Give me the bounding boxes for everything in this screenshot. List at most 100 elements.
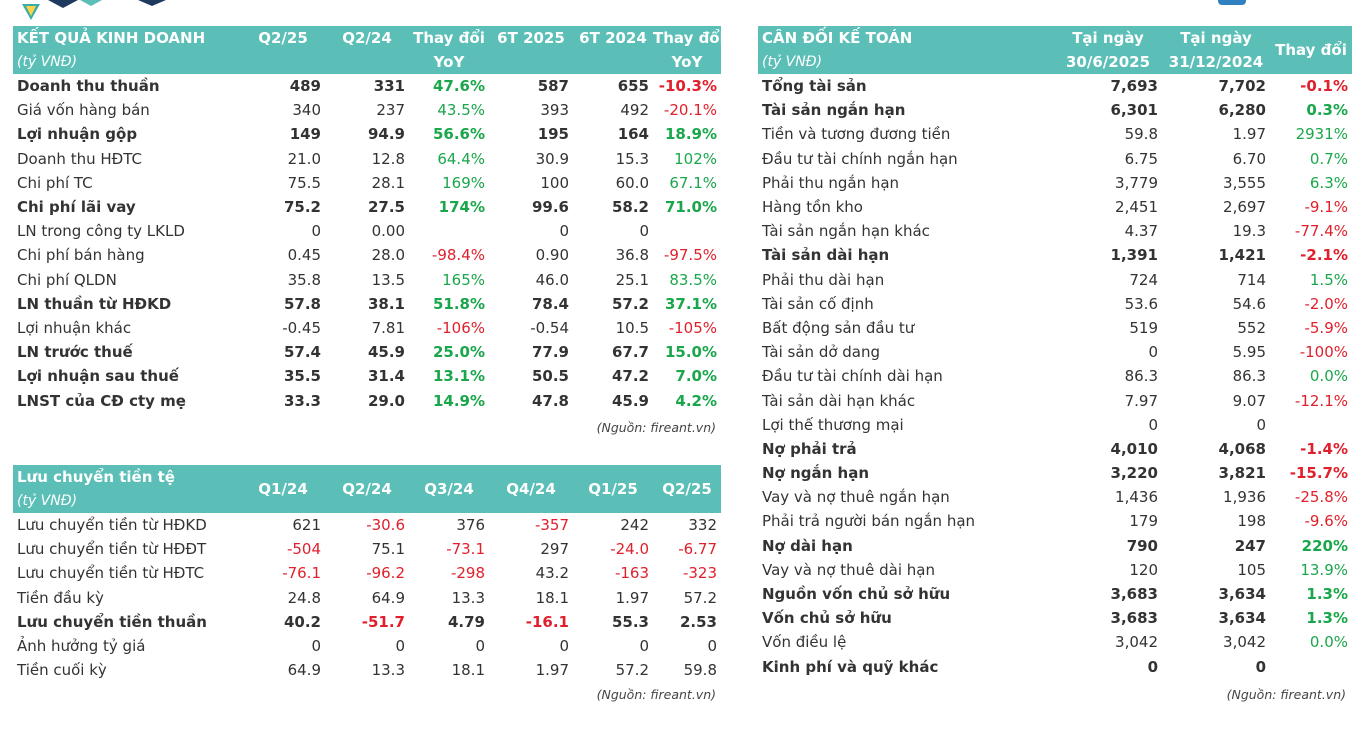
cashflow-cell: 64.9 (371, 588, 405, 607)
income-cell: 149 (289, 125, 321, 144)
income-row: LN thuần từ HĐKD 57.8 38.1 51.8% 78.4 57.2 37.… (13, 292, 721, 316)
income-cell: 30.9 (535, 149, 569, 168)
balance-cell: -9.1% (1304, 198, 1348, 217)
cashflow-cell: 621 (292, 516, 321, 535)
income-row: Chi phí TC 75.5 28.1 169% 100 60.0 67.1% (13, 171, 721, 195)
cashflow-cell: 2.53 (679, 612, 717, 631)
cashflow-cell: -24.0 (610, 540, 649, 559)
cashflow-body: Lưu chuyển tiền từ HĐKD 621 -30.6 376 -357 24… (13, 513, 721, 682)
cashflow-col-4: Q4/24 (489, 465, 573, 513)
income-row: Chi phí lãi vay 75.2 27.5 174% 99.6 58.2 71.0% (13, 195, 721, 219)
balance-row-label: Đầu tư tài chính ngắn hạn (762, 149, 958, 168)
income-cell: 12.8 (371, 149, 405, 168)
cashflow-cell: -73.1 (446, 540, 485, 559)
cashflow-cell: -163 (614, 564, 649, 583)
balance-row-label: Đầu tư tài chính dài hạn (762, 367, 943, 386)
cashflow-cell: 332 (688, 516, 717, 535)
cashflow-cell: 59.8 (683, 661, 717, 680)
income-cell: 57.2 (611, 294, 649, 313)
balance-cell: 0 (1256, 415, 1266, 434)
cashflow-cell: -96.2 (366, 564, 405, 583)
cashflow-col-5: Q1/25 (573, 465, 653, 513)
cashflow-cell: 18.1 (535, 588, 569, 607)
income-cell: 99.6 (531, 198, 569, 217)
balance-row: Tài sản ngắn hạn khác 4.37 19.3 -77.4% (758, 219, 1352, 243)
balance-unit: (tỷ VNĐ) (758, 50, 1054, 74)
balance-row-label: Kinh phí và quỹ khác (762, 657, 939, 676)
income-cell: 331 (373, 77, 405, 96)
cashflow-cell: 13.3 (371, 661, 405, 680)
balance-cell: 6.70 (1232, 149, 1266, 168)
income-cell: 164 (617, 125, 649, 144)
income-cell: 15.0% (664, 343, 717, 362)
balance-row: Nợ ngắn hạn 3,220 3,821 -15.7% (758, 461, 1352, 485)
income-cell: 56.6% (432, 125, 485, 144)
balance-cell: 3,683 (1110, 609, 1158, 628)
income-statement-table: KẾT QUẢ KINH DOANH Q2/25 Q2/24 Thay đổi … (13, 26, 721, 413)
balance-row-label: Nợ ngắn hạn (762, 464, 869, 483)
income-cell: 237 (376, 101, 405, 120)
balance-cell: 0 (1148, 343, 1158, 362)
balance-row-label: Tài sản ngắn hạn khác (762, 222, 930, 241)
income-cell: 75.2 (283, 198, 321, 217)
balance-row-label: Tài sản dài hạn (762, 246, 890, 265)
income-row-label: Doanh thu HĐTC (17, 149, 143, 168)
income-cell: 655 (617, 77, 649, 96)
cashflow-cell: 75.1 (371, 540, 405, 559)
income-cell: 77.9 (531, 343, 569, 362)
balance-cell: 198 (1237, 512, 1266, 531)
balance-cell: 1,936 (1223, 488, 1266, 507)
balance-cell: 1.97 (1232, 125, 1266, 144)
balance-row: Phải trả người bán ngắn hạn 179 198 -9.6% (758, 509, 1352, 533)
balance-source: (Nguồn: fireant.vn) (1226, 687, 1346, 702)
income-cell: 0 (639, 222, 649, 241)
balance-cell: 4,068 (1218, 439, 1266, 458)
balance-row-label: Phải thu dài hạn (762, 270, 885, 289)
income-cell: 340 (292, 101, 321, 120)
balance-row: Tài sản ngắn hạn 6,301 6,280 0.3% (758, 98, 1352, 122)
balance-title: CÂN ĐỐI KẾ TOÁN (758, 26, 1054, 50)
balance-col-2: Tại ngày (1162, 26, 1270, 50)
income-cell: 35.5 (283, 367, 321, 386)
income-row-label: LN trước thuế (17, 343, 133, 362)
income-cell: 60.0 (615, 173, 649, 192)
income-cell: 29.0 (367, 391, 405, 410)
balance-row-label: Tài sản dở dang (762, 343, 881, 362)
balance-row: Vay và nợ thuê dài hạn 120 105 13.9% (758, 558, 1352, 582)
income-cell: -10.3% (658, 77, 717, 96)
income-cell: 37.1% (664, 294, 717, 313)
income-cell: 47.2 (611, 367, 649, 386)
income-cell: 7.81 (371, 318, 405, 337)
cashflow-cell: 0 (707, 637, 717, 656)
balance-cell: 4,010 (1110, 439, 1158, 458)
income-row: Doanh thu thuần 489 331 47.6% 587 655 -10.3% (13, 74, 721, 98)
income-cell: 10.5 (615, 318, 649, 337)
balance-cell: 6,301 (1110, 101, 1158, 120)
balance-cell: 0.3% (1306, 101, 1348, 120)
income-cell: 46.0 (535, 270, 569, 289)
balance-row-label: Vay và nợ thuê ngắn hạn (762, 488, 950, 507)
balance-col-3: Thay đổi (1270, 26, 1352, 74)
balance-cell: 519 (1129, 318, 1158, 337)
income-cell: 67.1% (669, 173, 717, 192)
income-cell: 36.8 (615, 246, 649, 265)
balance-cell: 790 (1126, 536, 1158, 555)
balance-cell: -100% (1299, 343, 1348, 362)
income-row-label: Chi phí lãi vay (17, 198, 136, 217)
cashflow-cell: 1.97 (615, 588, 649, 607)
income-source: (Nguồn: fireant.vn) (596, 420, 716, 435)
income-cell: 21.0 (287, 149, 321, 168)
balance-row-label: Vốn chủ sở hữu (762, 609, 892, 628)
income-col-4: 6T 2025 (489, 26, 573, 50)
cashflow-cell: -16.1 (525, 612, 569, 631)
balance-cell: -25.8% (1294, 488, 1348, 507)
cashflow-cell: -6.77 (678, 540, 717, 559)
balance-cell: 2,451 (1115, 198, 1158, 217)
balance-cell: 6.3% (1309, 173, 1348, 192)
income-cell: 64.4% (437, 149, 485, 168)
income-cell: -106% (436, 318, 485, 337)
cashflow-row-label: Ảnh hưởng tỷ giá (17, 637, 146, 656)
income-row-label: Lợi nhuận khác (17, 318, 132, 337)
income-cell: -0.45 (282, 318, 321, 337)
income-cell: 195 (537, 125, 569, 144)
